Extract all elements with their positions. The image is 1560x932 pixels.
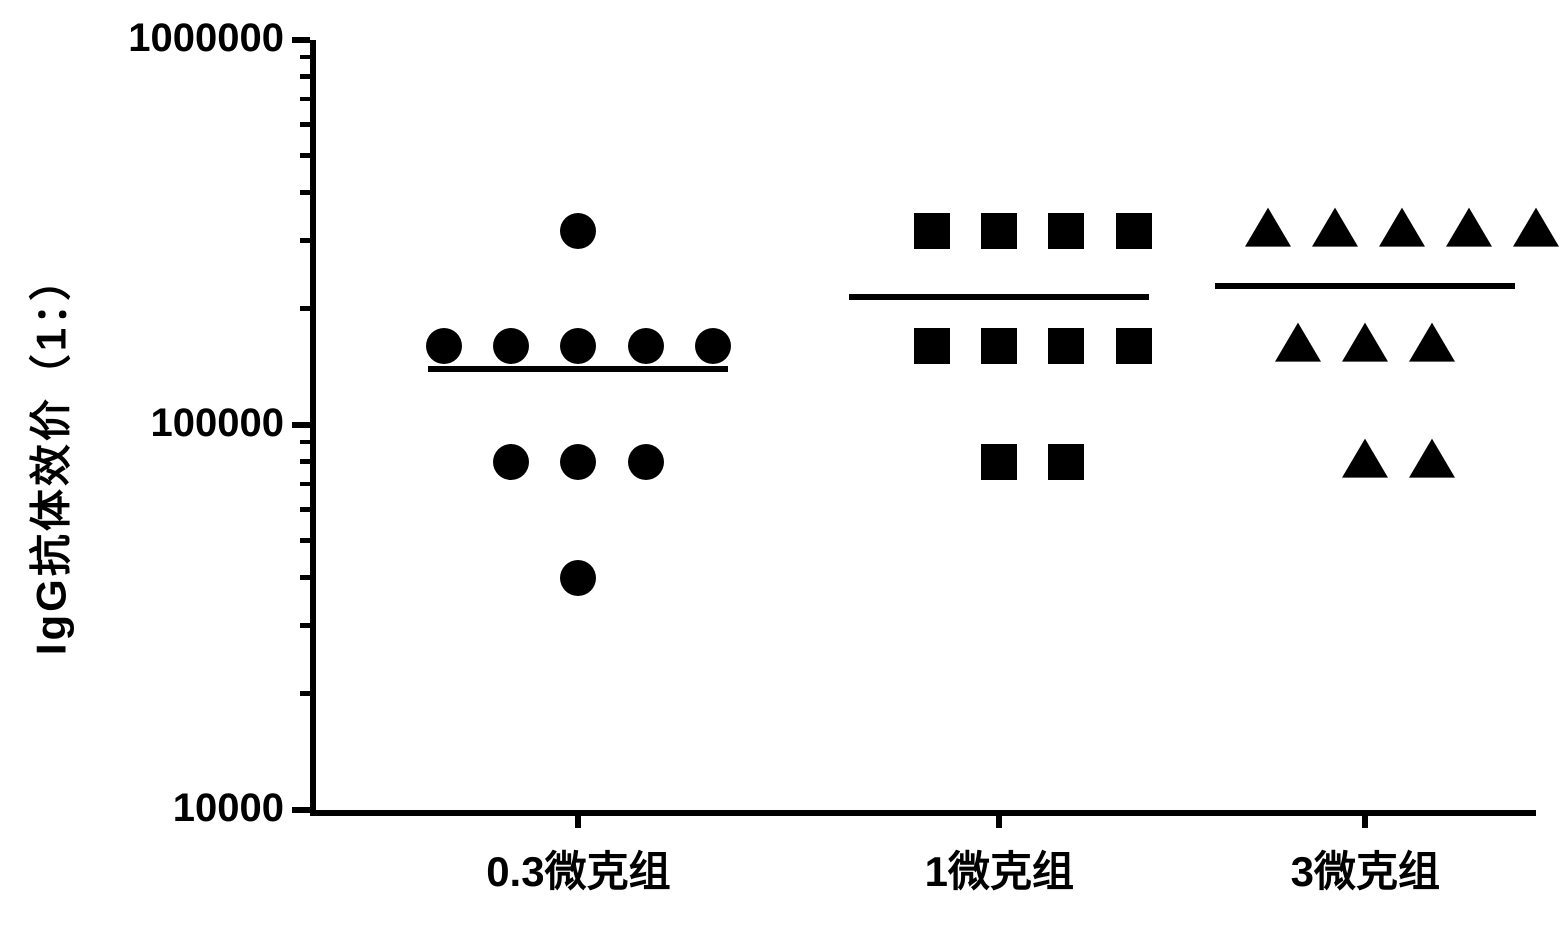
x-tick [575, 810, 581, 828]
data-point-triangle [1245, 207, 1291, 246]
data-point-triangle [1312, 207, 1358, 246]
x-tick [1362, 810, 1368, 828]
y-tick-label: 10000 [173, 786, 284, 831]
x-tick [996, 810, 1002, 828]
x-tick-label: 3微克组 [1215, 838, 1515, 899]
data-point-circle [695, 328, 731, 364]
data-point-square [981, 444, 1017, 480]
data-point-square [1048, 444, 1084, 480]
data-point-triangle [1379, 207, 1425, 246]
data-point-circle [426, 328, 462, 364]
data-point-triangle [1275, 323, 1321, 362]
data-point-square [1048, 213, 1084, 249]
data-point-circle [560, 444, 596, 480]
data-point-square [981, 213, 1017, 249]
data-point-circle [493, 328, 529, 364]
mean-line [1215, 283, 1515, 289]
y-minor-tick [300, 440, 310, 445]
y-minor-tick [300, 459, 310, 464]
data-point-square [914, 328, 950, 364]
mean-line [849, 294, 1149, 300]
data-point-square [914, 213, 950, 249]
data-point-square [1116, 328, 1152, 364]
y-tick-label: 1000000 [128, 16, 284, 61]
y-major-tick [292, 37, 310, 43]
data-point-triangle [1513, 207, 1559, 246]
y-minor-tick [300, 691, 310, 696]
y-major-tick [292, 807, 310, 813]
data-point-square [981, 328, 1017, 364]
mean-line [428, 366, 728, 372]
data-point-square [1048, 328, 1084, 364]
data-point-circle [628, 328, 664, 364]
x-tick-label: 1微克组 [849, 838, 1149, 899]
data-point-circle [628, 444, 664, 480]
y-major-tick [292, 422, 310, 428]
chart-container: 10000 100000 1000000 IgG抗体效价（1：） 0.3微克组 1微克组 3… [0, 0, 1560, 932]
data-point-circle [560, 213, 596, 249]
y-axis-label: IgG抗体效价（1：） [18, 256, 79, 655]
y-minor-tick [300, 190, 310, 195]
y-minor-tick [300, 122, 310, 127]
data-point-triangle [1446, 207, 1492, 246]
x-axis-line [310, 810, 1536, 816]
data-point-square [1116, 213, 1152, 249]
y-minor-tick [300, 74, 310, 79]
y-minor-tick [300, 623, 310, 628]
plot-area [310, 40, 1530, 810]
data-point-circle [560, 560, 596, 596]
data-point-triangle [1342, 323, 1388, 362]
data-point-triangle [1409, 439, 1455, 478]
y-axis-line [310, 40, 316, 810]
data-point-circle [560, 328, 596, 364]
data-point-triangle [1342, 439, 1388, 478]
y-minor-tick [300, 238, 310, 243]
data-point-triangle [1409, 323, 1455, 362]
y-minor-tick [300, 306, 310, 311]
y-minor-tick [300, 507, 310, 512]
y-minor-tick [300, 538, 310, 543]
y-minor-tick [300, 575, 310, 580]
y-tick-label: 100000 [151, 401, 284, 446]
y-minor-tick [300, 482, 310, 487]
x-tick-label: 0.3微克组 [428, 838, 728, 899]
y-minor-tick [300, 153, 310, 158]
y-minor-tick [300, 55, 310, 60]
y-minor-tick [300, 97, 310, 102]
data-point-circle [493, 444, 529, 480]
